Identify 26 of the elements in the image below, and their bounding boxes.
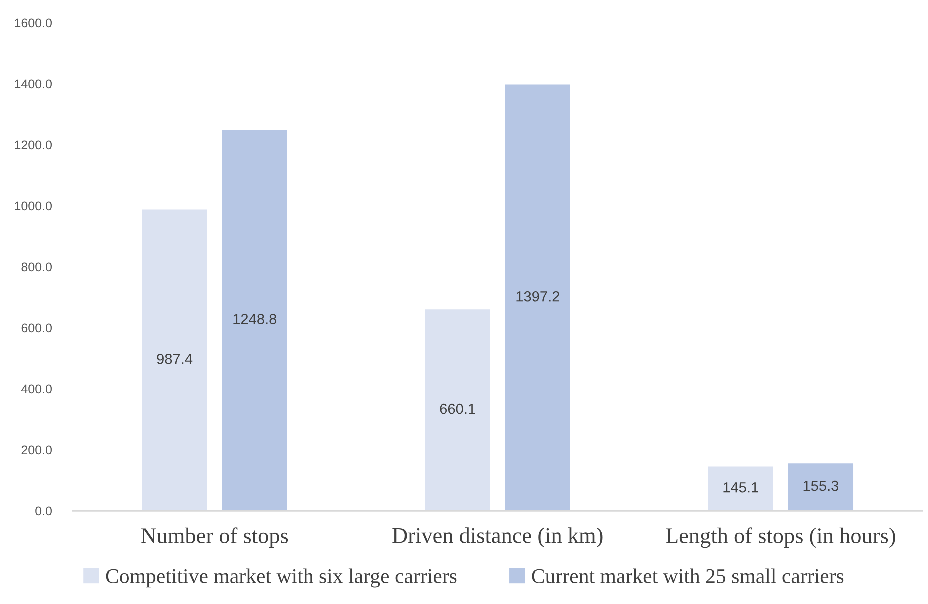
x-tick-label: Number of stops [141, 528, 288, 548]
data-label: 987.4 [157, 354, 193, 364]
data-label: 1397.2 [516, 291, 560, 302]
y-tick-label: 200.0 [22, 446, 52, 455]
y-tick-label: 800.0 [22, 262, 52, 272]
y-tick-label: 600.0 [22, 324, 52, 333]
y-tick-label: 1000.0 [15, 202, 52, 211]
bar [505, 84, 570, 511]
y-tick-label: 400.0 [21, 384, 52, 394]
bar [222, 130, 288, 511]
bar [788, 464, 854, 511]
y-tick-label: 1400.0 [15, 80, 52, 89]
bar [142, 210, 208, 511]
data-label: 155.3 [804, 480, 839, 492]
x-tick-label: Length of stops (in hours) [666, 528, 896, 548]
legend-label: Competitive market with six large carriers [106, 568, 457, 588]
data-label: 145.1 [724, 482, 758, 493]
data-label: 660.1 [440, 404, 476, 414]
y-tick-label: 0.0 [36, 506, 52, 516]
bar [425, 310, 490, 511]
bar [708, 466, 774, 511]
y-tick-label: 1600.0 [15, 18, 52, 28]
y-tick-label: 1200.0 [15, 140, 52, 150]
legend-label: Current market with 25 small carriers [532, 568, 844, 584]
x-tick-label: Driven distance (in km) [392, 528, 603, 548]
data-label: 1248.8 [234, 314, 277, 324]
